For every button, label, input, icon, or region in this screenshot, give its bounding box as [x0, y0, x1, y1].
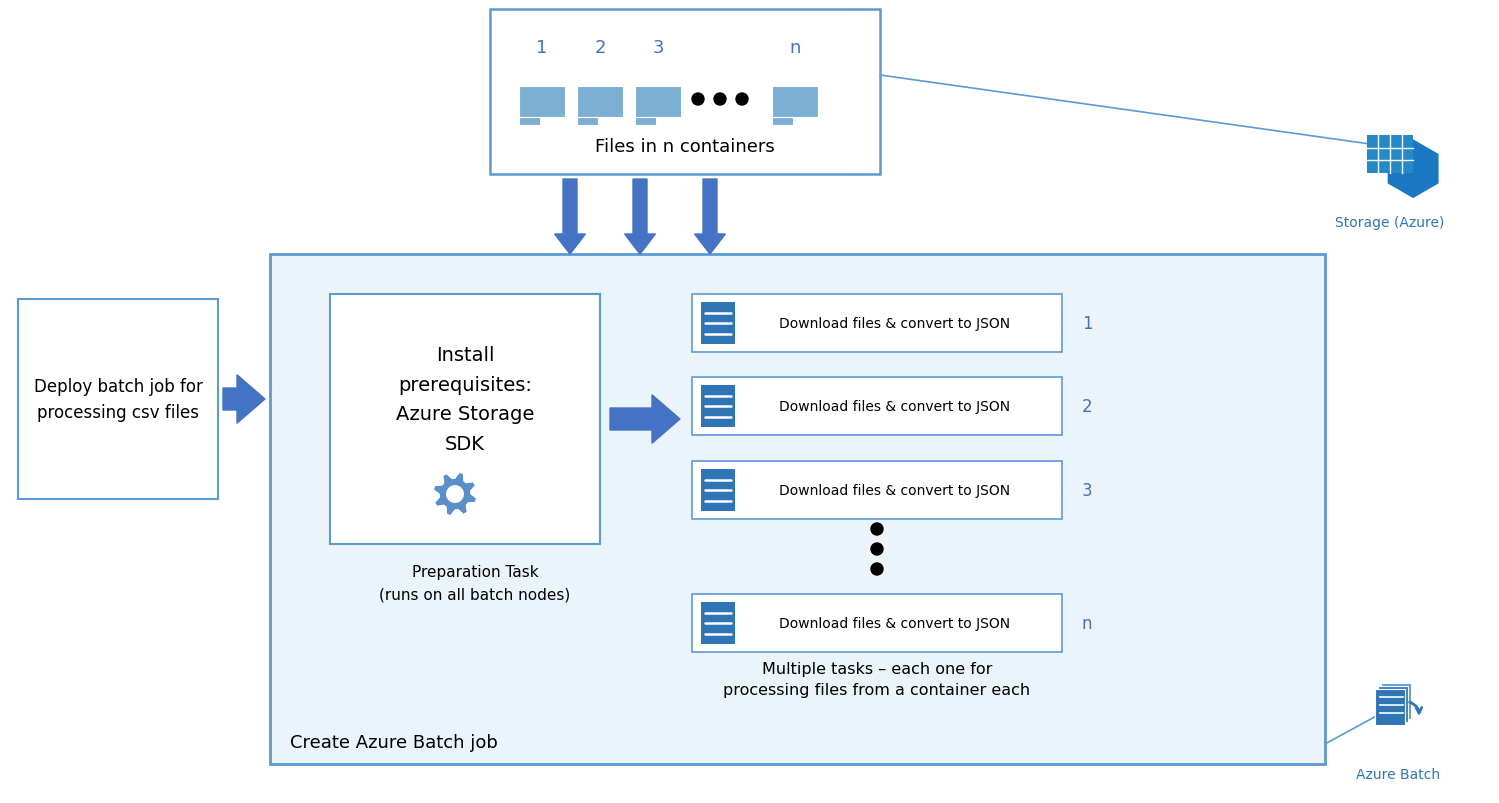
FancyBboxPatch shape — [18, 300, 217, 499]
Circle shape — [871, 524, 883, 536]
FancyBboxPatch shape — [693, 462, 1061, 520]
Polygon shape — [1388, 141, 1439, 199]
Polygon shape — [636, 88, 681, 118]
FancyBboxPatch shape — [702, 385, 735, 427]
Text: 1: 1 — [537, 39, 547, 57]
Polygon shape — [772, 118, 793, 126]
FancyBboxPatch shape — [693, 594, 1061, 652]
FancyBboxPatch shape — [490, 10, 880, 175]
Polygon shape — [772, 88, 818, 118]
Text: Preparation Task: Preparation Task — [412, 565, 538, 580]
Text: 2: 2 — [1082, 397, 1093, 415]
Polygon shape — [433, 473, 477, 516]
FancyBboxPatch shape — [270, 255, 1325, 764]
Text: Azure Batch: Azure Batch — [1357, 767, 1441, 781]
Text: 3: 3 — [652, 39, 664, 57]
FancyArrow shape — [610, 395, 681, 443]
Polygon shape — [519, 118, 540, 126]
Text: Multiple tasks – each one for
processing files from a container each: Multiple tasks – each one for processing… — [724, 661, 1031, 697]
Text: 3: 3 — [1082, 482, 1093, 499]
Text: Files in n containers: Files in n containers — [595, 138, 775, 156]
Text: Download files & convert to JSON: Download files & convert to JSON — [779, 316, 1010, 331]
Text: Download files & convert to JSON: Download files & convert to JSON — [779, 400, 1010, 414]
Polygon shape — [519, 88, 565, 118]
Polygon shape — [636, 118, 655, 126]
Circle shape — [736, 94, 748, 106]
Circle shape — [445, 484, 465, 504]
FancyArrow shape — [555, 180, 586, 255]
FancyBboxPatch shape — [702, 602, 735, 644]
FancyBboxPatch shape — [1378, 686, 1408, 722]
Polygon shape — [577, 88, 624, 118]
FancyArrow shape — [625, 180, 655, 255]
Text: 2: 2 — [594, 39, 606, 57]
Circle shape — [871, 544, 883, 556]
Text: n: n — [1082, 614, 1093, 632]
FancyBboxPatch shape — [702, 303, 735, 344]
Circle shape — [714, 94, 726, 106]
Text: Install
prerequisites:
Azure Storage
SDK: Install prerequisites: Azure Storage SDK — [396, 346, 534, 453]
Text: (runs on all batch nodes): (runs on all batch nodes) — [379, 587, 571, 601]
Circle shape — [871, 563, 883, 575]
Text: Deploy batch job for
processing csv files: Deploy batch job for processing csv file… — [33, 377, 202, 422]
FancyBboxPatch shape — [693, 377, 1061, 435]
FancyBboxPatch shape — [693, 295, 1061, 353]
FancyBboxPatch shape — [702, 470, 735, 512]
Text: Download files & convert to JSON: Download files & convert to JSON — [779, 483, 1010, 497]
FancyBboxPatch shape — [1367, 136, 1414, 173]
Polygon shape — [577, 118, 598, 126]
Circle shape — [693, 94, 705, 106]
FancyBboxPatch shape — [1375, 689, 1405, 725]
FancyBboxPatch shape — [1381, 683, 1411, 719]
Text: Storage (Azure): Storage (Azure) — [1336, 216, 1445, 230]
FancyBboxPatch shape — [330, 295, 600, 544]
Text: Download files & convert to JSON: Download files & convert to JSON — [779, 616, 1010, 630]
FancyArrow shape — [694, 180, 726, 255]
Text: n: n — [790, 39, 800, 57]
Text: Create Azure Batch job: Create Azure Batch job — [289, 733, 498, 751]
FancyArrow shape — [223, 375, 265, 424]
Text: 1: 1 — [1082, 315, 1093, 332]
